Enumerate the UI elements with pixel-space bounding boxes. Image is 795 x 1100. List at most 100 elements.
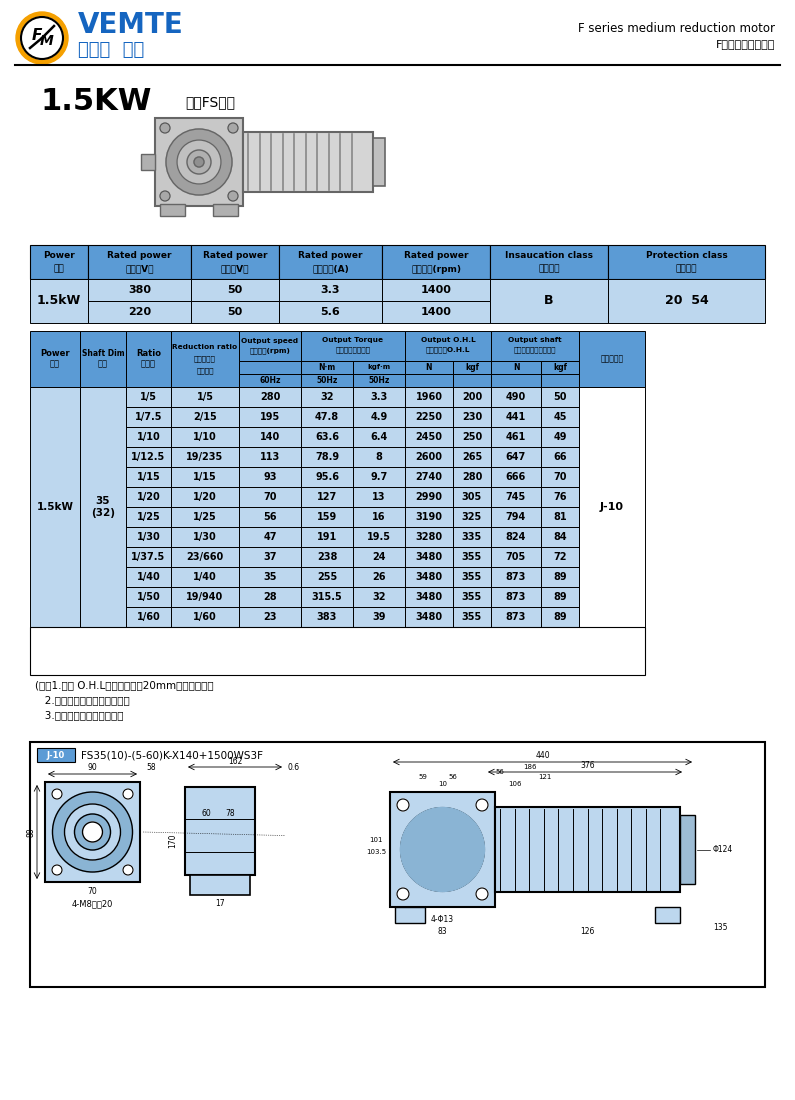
Text: N·m: N·m	[318, 363, 335, 372]
Text: 3.3: 3.3	[370, 392, 388, 402]
Text: 121: 121	[538, 774, 552, 780]
Bar	[395, 908, 425, 923]
Circle shape	[194, 157, 204, 167]
Text: 72: 72	[553, 552, 567, 562]
Bar	[453, 607, 491, 627]
Text: 89: 89	[553, 572, 567, 582]
Circle shape	[160, 191, 170, 201]
Text: Shaft Dim: Shaft Dim	[82, 350, 124, 359]
Bar	[239, 447, 301, 468]
Text: 1/60: 1/60	[193, 612, 217, 621]
Text: 19/235: 19/235	[186, 452, 223, 462]
Text: 56: 56	[495, 769, 505, 776]
Text: 额定转速(rpm): 额定转速(rpm)	[411, 264, 461, 274]
Text: 186: 186	[523, 764, 537, 770]
Bar	[491, 374, 541, 387]
Bar	[239, 587, 301, 607]
Text: B: B	[545, 295, 554, 308]
Bar	[579, 387, 645, 627]
Text: FS35(10)-(5-60)K-X140+1500WS3F: FS35(10)-(5-60)K-X140+1500WS3F	[81, 750, 263, 760]
Text: 3280: 3280	[416, 532, 443, 542]
Circle shape	[476, 799, 488, 811]
Bar	[353, 387, 405, 407]
Text: 126: 126	[580, 927, 595, 936]
Bar	[126, 387, 171, 407]
Text: 89: 89	[553, 592, 567, 602]
Bar	[491, 387, 541, 407]
Text: 220: 220	[128, 307, 151, 317]
Text: N: N	[426, 363, 432, 372]
Text: 280: 280	[260, 392, 280, 402]
Text: J-10: J-10	[600, 502, 624, 512]
Bar	[353, 407, 405, 427]
Circle shape	[401, 807, 484, 891]
Text: 83: 83	[438, 927, 448, 936]
Text: 35: 35	[263, 572, 277, 582]
Bar	[126, 607, 171, 627]
Bar	[491, 587, 541, 607]
Text: 127: 127	[317, 492, 337, 502]
Bar	[453, 468, 491, 487]
Text: 49: 49	[553, 432, 567, 442]
Text: 305: 305	[462, 492, 482, 502]
Text: 输出轴前轴轴向力负荷: 输出轴前轴轴向力负荷	[514, 346, 556, 353]
Text: 2250: 2250	[416, 412, 443, 422]
Text: 81: 81	[553, 512, 567, 522]
Bar	[608, 245, 765, 279]
Circle shape	[177, 140, 221, 184]
Bar	[126, 427, 171, 447]
Text: 35
(32): 35 (32)	[91, 496, 115, 518]
Text: Output O.H.L: Output O.H.L	[421, 337, 475, 343]
Text: 5.6: 5.6	[320, 307, 340, 317]
Text: 输出转速(rpm): 输出转速(rpm)	[250, 348, 290, 354]
Bar	[301, 387, 353, 407]
Text: 3480: 3480	[416, 572, 443, 582]
Text: Rated power: Rated power	[107, 251, 172, 260]
Bar	[353, 566, 405, 587]
Bar	[382, 279, 490, 301]
Text: 16: 16	[372, 512, 386, 522]
Text: F series medium reduction motor: F series medium reduction motor	[578, 22, 775, 34]
Circle shape	[228, 123, 238, 133]
Bar	[301, 374, 353, 387]
Text: 37: 37	[263, 552, 277, 562]
Text: 824: 824	[506, 532, 526, 542]
Bar	[491, 468, 541, 487]
Text: 59: 59	[418, 774, 427, 780]
Text: 440: 440	[535, 751, 550, 760]
Text: 135: 135	[713, 923, 727, 932]
Text: 200: 200	[462, 392, 482, 402]
Bar	[491, 527, 541, 547]
Bar	[453, 566, 491, 587]
Bar	[160, 204, 185, 216]
Text: 1/15: 1/15	[137, 472, 161, 482]
Text: 2/15: 2/15	[193, 412, 217, 422]
Bar	[239, 547, 301, 567]
Text: Rated power: Rated power	[203, 251, 267, 260]
Text: 140: 140	[260, 432, 280, 442]
Text: 23/660: 23/660	[186, 552, 223, 562]
Text: 70: 70	[553, 472, 567, 482]
Text: 50: 50	[227, 285, 242, 295]
Text: 56: 56	[448, 774, 457, 780]
Bar	[491, 331, 579, 361]
Text: 238: 238	[317, 552, 337, 562]
Bar	[453, 407, 491, 427]
Bar	[88, 245, 191, 279]
Circle shape	[397, 799, 409, 811]
Bar	[491, 487, 541, 507]
Text: 2600: 2600	[416, 452, 443, 462]
Bar	[171, 527, 239, 547]
Bar	[405, 527, 453, 547]
Text: 90: 90	[87, 763, 97, 772]
Bar	[541, 407, 579, 427]
Circle shape	[422, 829, 463, 869]
Bar	[453, 587, 491, 607]
Bar	[301, 447, 353, 468]
Text: 17: 17	[215, 899, 225, 907]
Bar	[126, 547, 171, 567]
Text: 1/5: 1/5	[196, 392, 214, 402]
Bar	[301, 527, 353, 547]
Text: kgf·m: kgf·m	[367, 364, 390, 371]
Text: 355: 355	[462, 552, 482, 562]
